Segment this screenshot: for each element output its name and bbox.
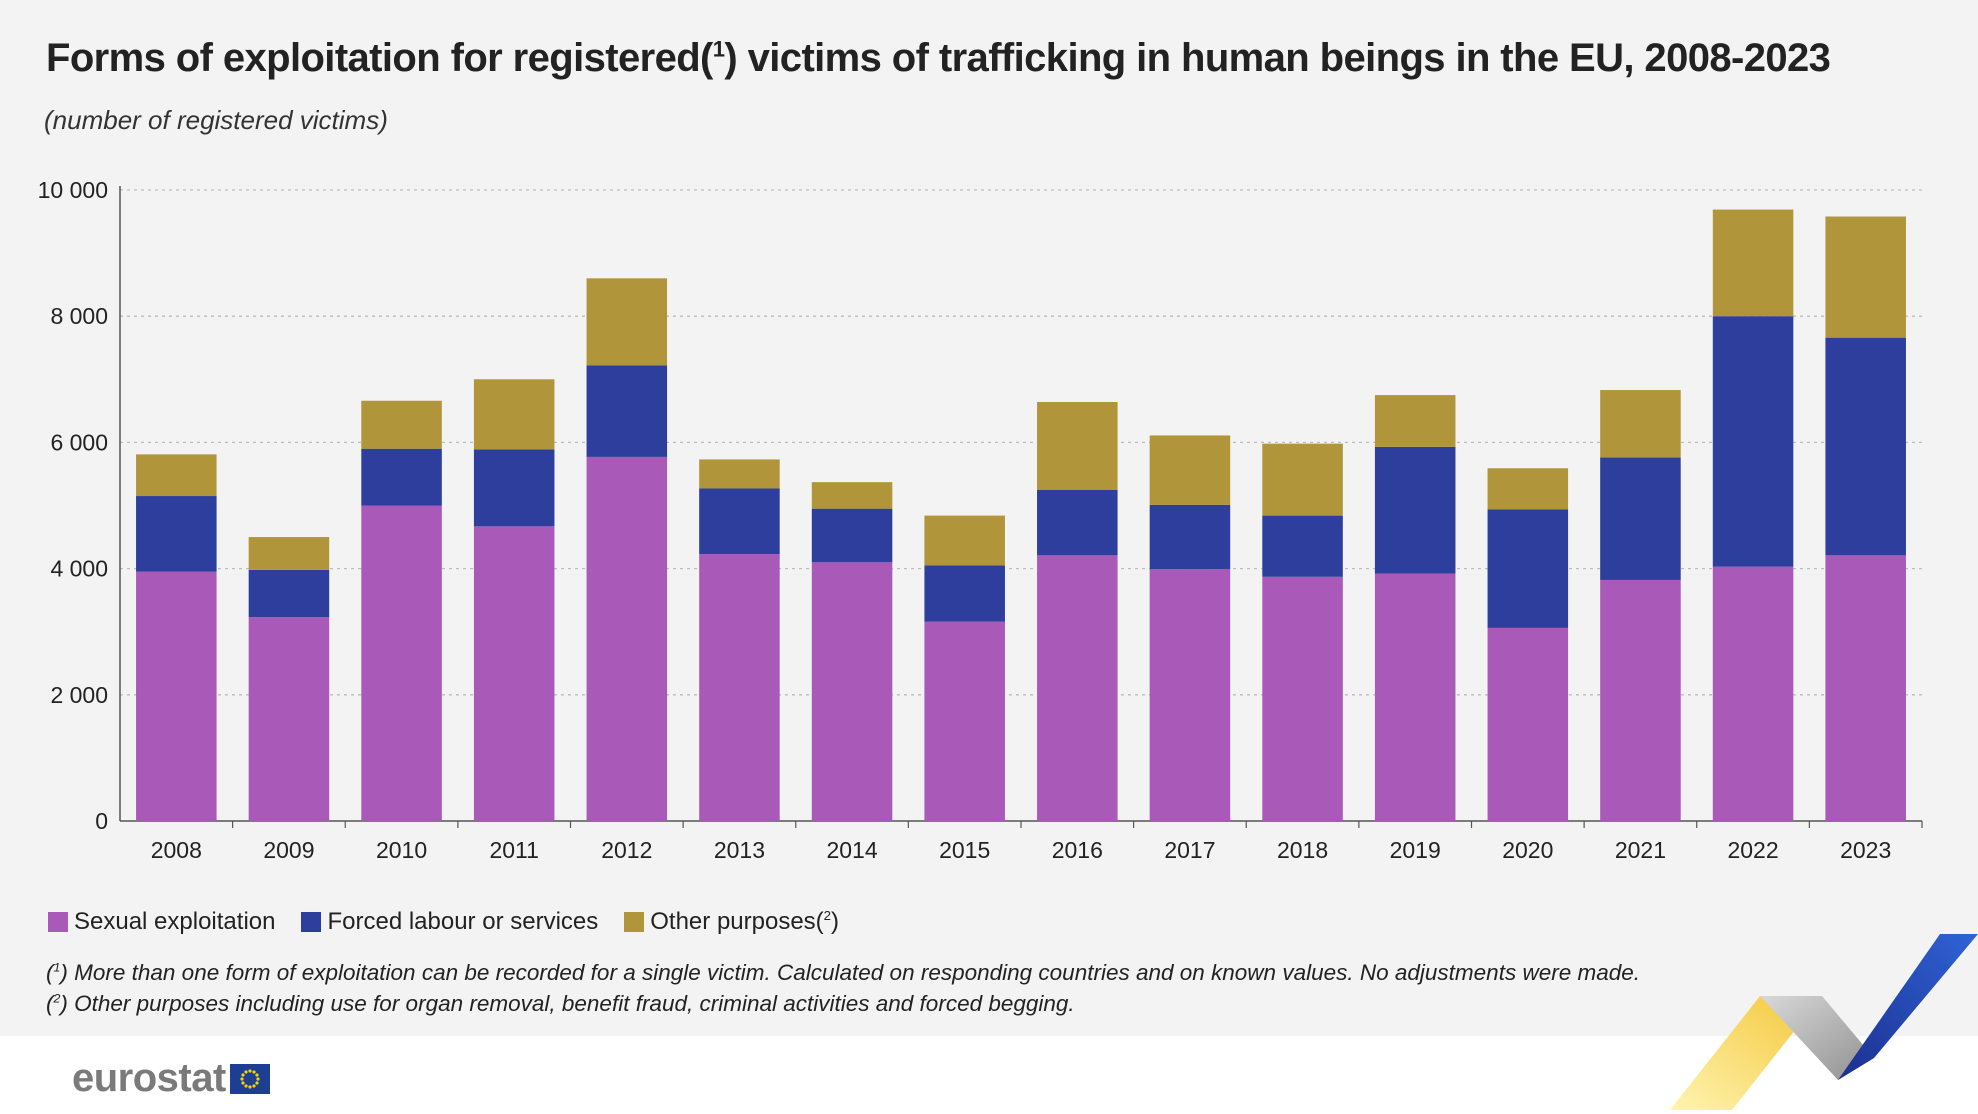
- bar-segment-sexual-exploitation-2021: [1600, 579, 1681, 821]
- x-tick-label: 2022: [1727, 837, 1778, 863]
- legend-item-sexual-exploitation: Sexual exploitation: [48, 908, 275, 936]
- legend-footnote-marker: 2: [823, 908, 832, 923]
- footnote-2-text: Other purposes including use for organ r…: [67, 991, 1075, 1016]
- title-footnote-marker: 1: [712, 36, 725, 62]
- bar-segment-forced-labour-or-services-2021: [1600, 457, 1681, 580]
- bar-segment-forced-labour-or-services-2019: [1374, 446, 1456, 574]
- bar-segment-other-purposes-2020: [1487, 468, 1569, 510]
- footnote-2: (2) Other purposes including use for org…: [46, 991, 1075, 1016]
- bar-segment-sexual-exploitation-2017: [1149, 569, 1231, 821]
- bar-segment-forced-labour-or-services-2018: [1262, 515, 1343, 577]
- bar-segment-other-purposes-2018: [1262, 443, 1343, 516]
- legend-label-other-purposes: Other purposes(2): [650, 908, 839, 936]
- y-tick-label: 8 000: [50, 303, 108, 329]
- bar-segment-sexual-exploitation-2010: [361, 505, 442, 821]
- bar-segment-other-purposes-2008: [136, 454, 217, 497]
- bar-segment-sexual-exploitation-2019: [1374, 573, 1456, 821]
- bar-segment-sexual-exploitation-2014: [811, 562, 893, 821]
- bar-segment-other-purposes-2017: [1149, 435, 1231, 505]
- x-tick-label: 2009: [263, 837, 314, 863]
- bar-segment-other-purposes-2022: [1712, 209, 1794, 317]
- bar-segment-forced-labour-or-services-2020: [1487, 509, 1569, 628]
- bar-segment-forced-labour-or-services-2015: [924, 565, 1005, 622]
- bar-segment-other-purposes-2021: [1600, 390, 1681, 458]
- bar-segment-sexual-exploitation-2008: [136, 571, 217, 821]
- x-tick-label: 2018: [1277, 837, 1328, 863]
- bar-segment-sexual-exploitation-2013: [699, 554, 780, 821]
- legend-swatch-other-purposes: [624, 912, 645, 932]
- stacked-bar-chart: 0 2 000 4 000 6 000 8 000 10 000 2008 2009 2010 2…: [38, 177, 1923, 863]
- x-tick-label: 2019: [1390, 837, 1441, 863]
- eurostat-decorative-ribbon: [1670, 934, 1978, 1110]
- y-tick-label: 6 000: [50, 429, 108, 455]
- x-tick-label: 2021: [1615, 837, 1666, 863]
- chart-title: Forms of exploitation for registered(1) …: [46, 36, 1831, 81]
- x-tick-label: 2012: [601, 837, 652, 863]
- bar-segment-sexual-exploitation-2011: [473, 526, 555, 821]
- bar-segment-other-purposes-2016: [1037, 402, 1118, 490]
- y-tick-label: 0: [95, 808, 108, 834]
- bar-segment-sexual-exploitation-2022: [1712, 566, 1794, 821]
- legend-swatch-forced-labour: [301, 912, 322, 932]
- title-text-rest: ) victims of trafficking in human beings…: [724, 36, 1831, 80]
- legend-label-other-close: ): [831, 908, 840, 935]
- x-tick-label: 2011: [489, 837, 538, 863]
- bar-segment-forced-labour-or-services-2012: [586, 365, 668, 457]
- bar-segment-sexual-exploitation-2009: [248, 617, 330, 821]
- footnote-1: (1) More than one form of exploitation c…: [46, 960, 1640, 985]
- footnote-1-marker: 1: [53, 960, 61, 975]
- logo-text: eurostat: [72, 1056, 226, 1100]
- x-tick-label: 2015: [939, 837, 990, 863]
- x-tick-label: 2023: [1840, 837, 1891, 863]
- bar-segment-sexual-exploitation-2018: [1262, 576, 1343, 821]
- bar-segment-forced-labour-or-services-2022: [1712, 316, 1794, 567]
- x-tick-label: 2016: [1052, 837, 1103, 863]
- x-tick-label: 2008: [151, 837, 202, 863]
- eurostat-logo: eurostat: [72, 1056, 270, 1101]
- bar-segment-forced-labour-or-services-2023: [1825, 337, 1906, 556]
- legend: Sexual exploitation Forced labour or ser…: [48, 908, 839, 936]
- bar-segment-forced-labour-or-services-2008: [136, 496, 217, 572]
- bar-segment-sexual-exploitation-2016: [1037, 555, 1118, 821]
- bar-segment-forced-labour-or-services-2016: [1037, 489, 1118, 556]
- bar-segment-sexual-exploitation-2020: [1487, 627, 1569, 821]
- bar-segment-other-purposes-2015: [924, 515, 1005, 566]
- bar-segment-other-purposes-2012: [586, 278, 668, 366]
- chart-subtitle: (number of registered victims): [44, 105, 388, 135]
- bar-segment-sexual-exploitation-2012: [586, 456, 668, 821]
- bar-segment-other-purposes-2010: [361, 400, 442, 449]
- legend-label-other-text: Other purposes(: [650, 908, 824, 935]
- bar-segment-forced-labour-or-services-2011: [473, 449, 555, 527]
- bar-segment-forced-labour-or-services-2009: [248, 569, 330, 618]
- x-tick-label: 2017: [1164, 837, 1215, 863]
- y-tick-label: 2 000: [50, 682, 108, 708]
- footnote-2-marker: 2: [53, 991, 61, 1006]
- bar-segment-forced-labour-or-services-2017: [1149, 504, 1231, 570]
- bar-segment-forced-labour-or-services-2013: [699, 488, 780, 555]
- legend-label-sexual-exploitation: Sexual exploitation: [74, 908, 276, 935]
- bar-segment-sexual-exploitation-2023: [1825, 555, 1906, 821]
- bar-segment-other-purposes-2011: [473, 379, 555, 450]
- bar-segment-other-purposes-2023: [1825, 216, 1906, 338]
- legend-label-forced-labour: Forced labour or services: [327, 908, 599, 935]
- bar-segment-other-purposes-2009: [248, 537, 330, 570]
- title-text: Forms of exploitation for registered(: [46, 36, 713, 80]
- x-tick-label: 2010: [376, 837, 427, 863]
- footnote-1-text: More than one form of exploitation can b…: [67, 960, 1640, 985]
- x-tick-label: 2020: [1502, 837, 1553, 863]
- bar-segment-other-purposes-2014: [811, 482, 893, 509]
- legend-item-forced-labour: Forced labour or services: [301, 908, 598, 936]
- legend-item-other-purposes: Other purposes(2): [624, 908, 839, 936]
- x-tick-label: 2013: [714, 837, 765, 863]
- bar-segment-other-purposes-2019: [1374, 395, 1456, 447]
- y-tick-label: 4 000: [50, 556, 108, 582]
- x-tick-label: 2014: [826, 837, 877, 863]
- eu-flag-icon: [229, 1063, 270, 1094]
- bar-segment-forced-labour-or-services-2010: [361, 448, 442, 506]
- legend-swatch-sexual-exploitation: [48, 912, 68, 932]
- bar-segment-sexual-exploitation-2015: [924, 621, 1005, 821]
- bar-segment-other-purposes-2013: [699, 459, 780, 489]
- bar-segment-forced-labour-or-services-2014: [811, 508, 893, 563]
- y-tick-label: 10 000: [38, 177, 108, 203]
